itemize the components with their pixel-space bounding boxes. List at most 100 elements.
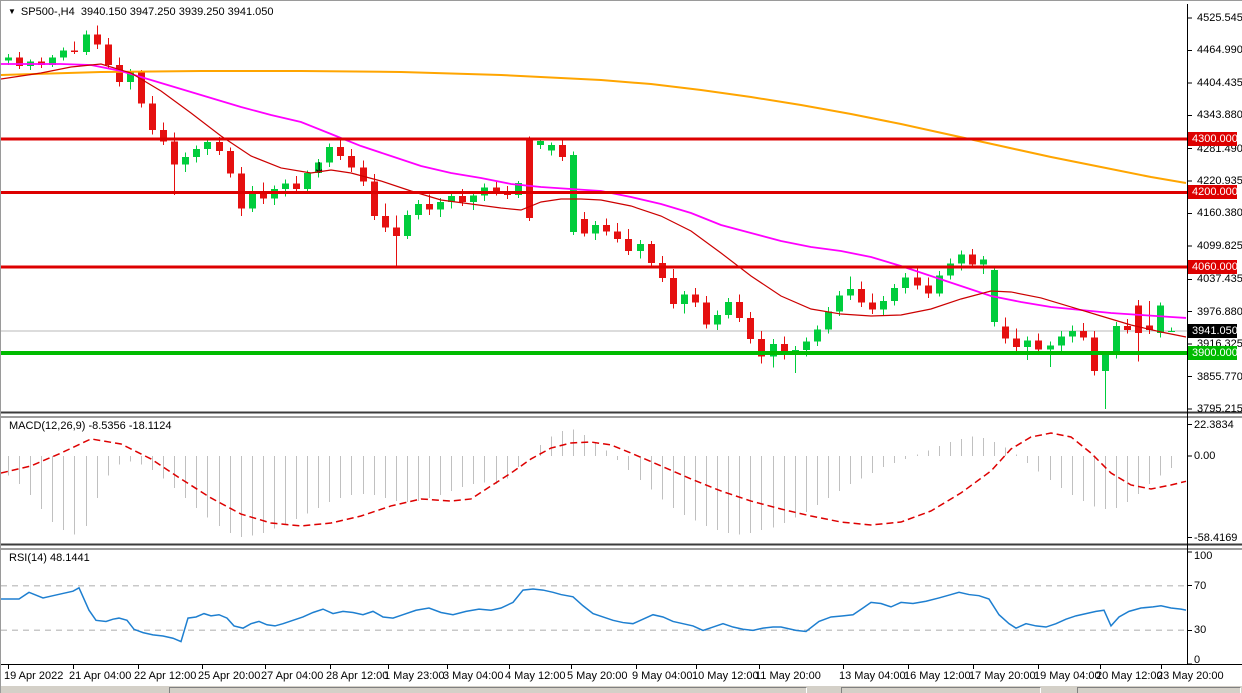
price-level-badge: 3900.000	[1188, 345, 1238, 360]
macd-pane[interactable]	[1, 418, 1187, 544]
candle-body	[625, 238, 632, 252]
candle-body	[825, 311, 832, 330]
candle-body	[227, 151, 234, 174]
rsi-pane[interactable]	[1, 550, 1187, 664]
candle-body	[1157, 305, 1164, 334]
candle-body	[393, 227, 400, 237]
main-chart-pane[interactable]	[1, 4, 1187, 412]
rsi-indicator-label: RSI(14) 48.1441	[9, 552, 90, 564]
candle-body	[127, 72, 134, 83]
candle-body	[182, 156, 189, 165]
candle-body	[149, 103, 156, 131]
candle-body	[758, 338, 765, 357]
candle-body	[1080, 330, 1087, 338]
candle-body	[1135, 305, 1142, 334]
candle-body	[1113, 326, 1120, 356]
candle-body	[814, 329, 821, 342]
candle-body	[1168, 330, 1175, 333]
macd-indicator-label: MACD(12,26,9) -8.5356 -18.1124	[9, 420, 172, 432]
chart-title-text: SP500-,H4 3940.150 3947.250 3939.250 394…	[20, 6, 274, 18]
rsi-axis-label: 100	[1194, 550, 1213, 562]
time-axis-label: 3 May 04:00	[443, 670, 504, 682]
time-axis-label: 11 May 20:00	[755, 670, 821, 682]
macd-signal-line	[1, 432, 1187, 527]
time-axis-label: 13 May 04:00	[839, 670, 906, 682]
candle-body	[958, 254, 965, 264]
candle-body	[260, 192, 267, 199]
candle-body	[515, 183, 522, 195]
candle-body	[770, 343, 777, 357]
candle-body	[858, 289, 865, 303]
candle-body	[1035, 340, 1042, 350]
candle-body	[670, 277, 677, 305]
candle-body	[803, 341, 810, 351]
macd-axis-label: 0.00	[1194, 450, 1216, 462]
candle-body	[1047, 345, 1054, 350]
symbol-dropdown-icon[interactable]: ▼	[8, 7, 16, 16]
price-axis-label: 4343.880	[1197, 109, 1242, 122]
candle-body	[681, 294, 688, 305]
candle-body	[337, 146, 344, 156]
candle-body	[293, 183, 300, 190]
price-axis-label: 4220.935	[1197, 175, 1242, 188]
candle-body	[891, 288, 898, 301]
candle-body	[869, 302, 876, 310]
chart-title: ▼ SP500-,H4 3940.150 3947.250 3939.250 39…	[8, 6, 274, 18]
price-level-badge: 4300.000	[1188, 131, 1238, 146]
candle-body	[592, 224, 599, 234]
candle-body	[116, 64, 123, 83]
candle-body	[304, 173, 311, 190]
candle-body	[138, 72, 145, 104]
price-axis-label: 4464.990	[1197, 44, 1242, 57]
candle-body	[271, 189, 278, 199]
ma-slow-orange-line	[1, 70, 1187, 185]
time-axis-label: 28 Apr 12:00	[326, 670, 389, 682]
candle-body	[105, 44, 112, 65]
candle-body	[692, 294, 699, 303]
candle-body	[404, 214, 411, 237]
candle-body	[725, 302, 732, 315]
candle-body	[902, 277, 909, 289]
candle-body	[426, 204, 433, 210]
candle-body	[548, 145, 555, 151]
price-axis-label: 4404.435	[1197, 76, 1242, 89]
candle-body	[637, 244, 644, 252]
rsi-axis-label: 30	[1194, 624, 1207, 637]
price-axis-label: 4525.545	[1197, 12, 1242, 24]
candle-body	[980, 259, 987, 265]
candle-body	[216, 141, 223, 152]
docked-window-top-edge	[841, 687, 1041, 693]
rsi-line	[1, 586, 1187, 643]
time-axis-label: 10 May 12:00	[692, 670, 759, 682]
ma-mid-magenta-line	[1, 63, 1187, 319]
candle-body	[371, 181, 378, 216]
price-axis-label: 4160.380	[1197, 207, 1242, 220]
price-level-badge: 4200.000	[1188, 185, 1238, 200]
candle-body	[1124, 326, 1131, 330]
candle-body	[1058, 336, 1065, 346]
macd-axis-label: -58.4169	[1194, 531, 1238, 544]
docked-window-top-edge	[1077, 687, 1241, 693]
candle-body	[736, 302, 743, 319]
candle-body	[71, 50, 78, 53]
candle-body	[282, 183, 289, 190]
price-level-badge: 4060.000	[1188, 260, 1238, 275]
time-axis-label: 27 Apr 04:00	[261, 670, 324, 682]
price-axis-label: 3855.770	[1197, 370, 1242, 383]
candle-body	[204, 141, 211, 149]
candle-body	[5, 57, 12, 61]
candle-body	[747, 318, 754, 339]
price-axis-label: 3795.215	[1197, 402, 1242, 415]
candle-body	[969, 254, 976, 265]
candle-body	[603, 224, 610, 232]
candle-body	[171, 141, 178, 165]
candle-body	[16, 57, 23, 66]
time-axis-label: 21 Apr 04:00	[69, 670, 132, 682]
time-axis-label: 1 May 23:00	[384, 670, 445, 682]
time-axis-label: 22 Apr 12:00	[134, 670, 197, 682]
candle-body	[470, 195, 477, 202]
candle-body	[415, 204, 422, 215]
candle-body	[559, 145, 566, 157]
